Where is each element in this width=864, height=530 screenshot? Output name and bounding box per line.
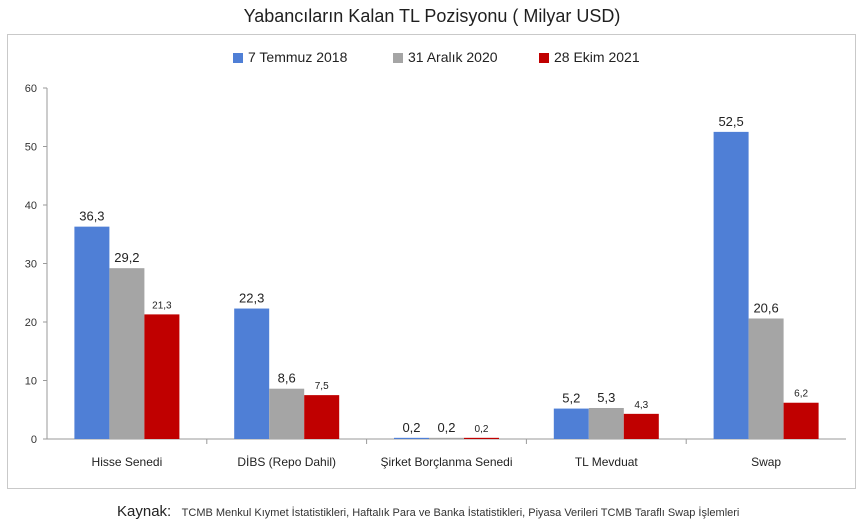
bar — [269, 388, 305, 439]
bar — [304, 395, 340, 439]
data-label: 5,3 — [597, 390, 615, 405]
bar — [588, 407, 624, 439]
source-note: Kaynak: TCMB Menkul Kıymet İstatistikler… — [117, 503, 739, 521]
bar — [394, 437, 429, 439]
legend-label: 7 Temmuz 2018 — [248, 49, 348, 65]
data-label: 36,3 — [79, 209, 104, 224]
chart-title: Yabancıların Kalan TL Pozisyonu ( Milyar… — [243, 6, 621, 26]
data-label: 6,2 — [794, 389, 808, 400]
x-tick-label: TL Mevduat — [575, 455, 639, 469]
data-label: 4,3 — [634, 400, 648, 411]
x-tick-label: DİBS (Repo Dahil) — [237, 455, 336, 469]
data-label: 0,2 — [402, 420, 420, 435]
data-label: 7,5 — [315, 381, 329, 392]
data-label: 20,6 — [753, 300, 778, 315]
data-label: 21,3 — [152, 300, 172, 311]
legend-swatch — [233, 53, 243, 63]
y-tick-label: 50 — [25, 142, 37, 154]
data-label: 0,2 — [475, 424, 489, 435]
bar — [623, 413, 659, 439]
y-tick-label: 0 — [31, 434, 37, 446]
y-tick-label: 30 — [25, 259, 37, 271]
bar — [144, 314, 180, 439]
data-label: 8,6 — [278, 371, 296, 386]
x-tick-label: Şirket Borçlanma Senedi — [380, 455, 512, 469]
data-label: 52,5 — [718, 114, 743, 129]
legend-swatch — [393, 53, 403, 63]
y-tick-label: 40 — [25, 200, 37, 212]
legend-label: 31 Aralık 2020 — [408, 49, 498, 65]
data-label: 0,2 — [437, 420, 455, 435]
bar — [713, 131, 749, 439]
bar — [74, 226, 110, 439]
y-tick-label: 20 — [25, 317, 37, 329]
data-label: 5,2 — [562, 391, 580, 406]
bar — [429, 437, 464, 439]
bar — [109, 268, 145, 439]
data-label: 22,3 — [239, 291, 264, 306]
data-label: 29,2 — [114, 250, 139, 265]
source-text: TCMB Menkul Kıymet İstatistikleri, Hafta… — [181, 507, 740, 519]
x-tick-label: Swap — [751, 455, 781, 469]
y-tick-label: 10 — [25, 376, 37, 388]
bar — [234, 308, 270, 439]
legend-swatch — [539, 53, 549, 63]
x-tick-label: Hisse Senedi — [92, 455, 163, 469]
bar — [553, 408, 589, 439]
bar — [783, 402, 819, 439]
y-tick-label: 60 — [25, 83, 37, 95]
bar — [748, 318, 784, 439]
bar — [464, 437, 499, 439]
chart-area — [7, 34, 856, 489]
legend-label: 28 Ekim 2021 — [554, 49, 640, 65]
source-label: Kaynak: — [117, 503, 172, 520]
